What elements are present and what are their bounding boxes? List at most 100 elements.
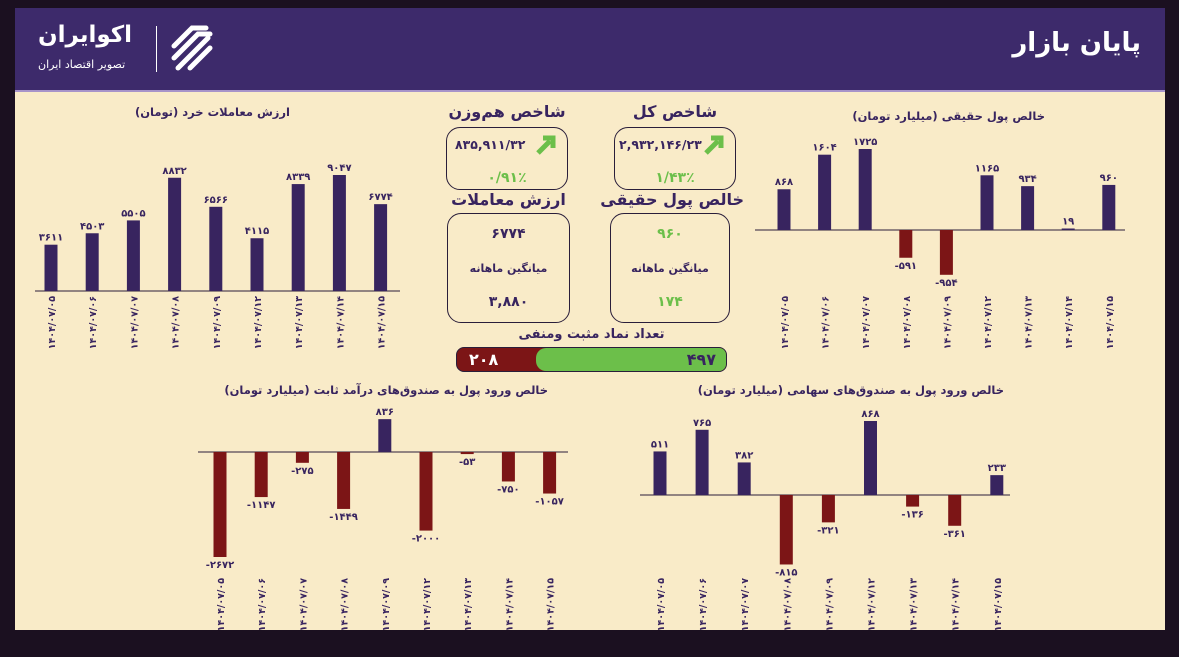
data-label: ۸۶۸: [775, 177, 793, 188]
net-real-money-avg-label: میانگین ماهانه: [631, 262, 709, 275]
x-tick-label: ۱۴۰۴/۰۷/۱۵: [993, 578, 1004, 632]
data-label: -۹۵۴: [935, 278, 957, 289]
x-tick-label: ۱۴۰۴/۰۷/۱۴: [951, 578, 962, 632]
trade-value-box: ۶۷۷۴ میانگین ماهانه ۳,۸۸۰: [447, 213, 570, 323]
bar: [44, 244, 58, 291]
data-label: -۵۳: [459, 457, 475, 468]
bar: [1021, 186, 1035, 230]
bar: [501, 452, 515, 482]
bar: [543, 452, 557, 494]
x-tick-label: ۱۴۰۴/۰۷/۱۵: [1105, 296, 1116, 350]
x-tick-label: ۱۴۰۴/۰۷/۰۸: [340, 578, 351, 632]
data-label: ۱۹: [1062, 217, 1074, 228]
bar: [737, 462, 751, 495]
trade-value-avg-label: میانگین ماهانه: [469, 262, 548, 275]
data-label: ۸۳۳۹: [286, 172, 310, 183]
negative-symbols-count: ۲۰۸: [469, 350, 499, 369]
data-label: ۸۳۶: [376, 407, 394, 418]
bar: [213, 452, 227, 557]
x-tick-label: ۱۴۰۴/۰۷/۱۳: [909, 578, 920, 632]
bar: [695, 429, 709, 495]
page-title: پایان بازار: [1012, 28, 1141, 58]
data-label: ۵۵۰۵: [121, 208, 145, 219]
x-tick-label: ۱۴۰۴/۰۷/۰۵: [780, 296, 791, 350]
data-label: -۵۹۱: [895, 261, 917, 272]
bar: [939, 230, 953, 275]
bar: [291, 184, 305, 291]
total-index-title: شاخص کل: [632, 102, 718, 121]
bar: [777, 189, 791, 230]
net-real-money-avg-value: ۱۷۴: [657, 294, 683, 310]
bar: [332, 175, 346, 291]
bar: [419, 452, 433, 531]
bar: [337, 452, 351, 509]
data-label: ۲۳۳: [988, 463, 1006, 474]
net-real-money-box: ۹۶۰ میانگین ماهانه ۱۷۴: [610, 213, 730, 323]
total-index-change: ۱/۴۳٪: [655, 170, 695, 186]
x-tick-label: ۱۴۰۴/۰۷/۰۹: [212, 296, 223, 350]
bar: [906, 495, 920, 507]
total-index-box: ۲,۹۳۲,۱۴۶/۲۳ ۱/۴۳٪: [614, 127, 736, 190]
x-tick-label: ۱۴۰۴/۰۷/۰۹: [824, 578, 835, 632]
data-label: ۹۳۴: [1018, 174, 1036, 185]
x-tick-label: ۱۴۰۴/۰۷/۱۲: [983, 296, 994, 350]
arrow-up-right-icon: [704, 135, 724, 155]
trade-value-title: ارزش معاملات: [451, 190, 566, 209]
data-label: ۴۵۰۳: [80, 221, 104, 232]
x-tick-label: ۱۴۰۴/۰۷/۰۶: [698, 578, 709, 631]
data-label: -۱۰۵۷: [535, 497, 564, 508]
data-label: ۶۵۶۶: [204, 195, 228, 206]
data-label: ۹۶۰: [1100, 173, 1118, 184]
data-label: ۵۱۱: [651, 439, 669, 450]
bar: [85, 233, 99, 291]
data-label: ۸۶۸: [861, 409, 879, 420]
data-label: -۳۶۱: [943, 529, 965, 540]
data-label: -۱۳۶: [901, 510, 923, 521]
x-tick-label: ۱۴۰۴/۰۷/۱۵: [377, 296, 388, 350]
bar: [653, 451, 667, 495]
x-tick-label: ۱۴۰۴/۰۷/۰۷: [740, 578, 751, 632]
arrow-up-right-icon: [536, 135, 556, 155]
data-label: -۲۷۵: [291, 466, 313, 477]
data-label: -۸۱۵: [775, 567, 797, 578]
equal-weight-index-title: شاخص هم‌وزن: [448, 102, 566, 121]
x-tick-label: ۱۴۰۴/۰۷/۰۶: [88, 296, 99, 349]
total-index-value: ۲,۹۳۲,۱۴۶/۲۳: [619, 137, 702, 152]
x-tick-label: ۱۴۰۴/۰۷/۱۳: [1024, 296, 1035, 350]
data-label: -۱۴۴۹: [329, 512, 358, 523]
trade-value-avg-value: ۳,۸۸۰: [488, 294, 529, 310]
bar: [899, 230, 913, 258]
bar: [374, 204, 388, 291]
bar: [990, 475, 1004, 495]
x-tick-label: ۱۴۰۴/۰۷/۱۲: [867, 578, 878, 632]
data-label: ۱۱۶۵: [975, 163, 999, 174]
equal-weight-index-box: ۸۳۵,۹۱۱/۳۲ ۰/۹۱٪: [446, 127, 568, 190]
bar: [818, 154, 832, 230]
equal-weight-index-change: ۰/۹۱٪: [487, 170, 527, 186]
bar: [254, 452, 268, 498]
data-label: ۴۱۱۵: [245, 226, 269, 237]
data-label: -۷۵۰: [497, 484, 519, 495]
symbols-count-title: تعداد نماد مثبت ومنفی: [518, 327, 665, 342]
data-label: ۹۰۴۷: [327, 163, 351, 174]
data-label: -۲۰۰۰: [412, 534, 441, 545]
data-label: -۲۶۷۲: [206, 560, 235, 571]
x-tick-label: ۱۴۰۴/۰۷/۱۴: [335, 296, 346, 350]
bar: [1061, 228, 1075, 230]
bar: [126, 220, 140, 291]
positive-symbols-count: ۴۹۷: [686, 350, 716, 369]
x-tick-label: ۱۴۰۴/۰۷/۱۴: [504, 578, 515, 632]
x-tick-label: ۱۴۰۴/۰۷/۱۳: [463, 578, 474, 632]
x-tick-label: ۱۴۰۴/۰۷/۰۶: [257, 578, 268, 631]
data-label: ۱۶۰۴: [812, 143, 836, 154]
net-real-money-title: خالص پول حقیقی: [600, 190, 744, 209]
bar: [858, 149, 872, 230]
bar: [250, 238, 264, 291]
x-tick-label: ۱۴۰۴/۰۷/۰۷: [129, 296, 140, 350]
ecoiran-logo-icon: [171, 25, 213, 71]
data-label: ۳۸۲: [735, 450, 753, 461]
symbols-count-bar: ۲۰۸ ۴۹۷: [456, 347, 727, 372]
bar: [460, 452, 474, 455]
x-tick-label: ۱۴۰۴/۰۷/۰۸: [171, 296, 182, 350]
